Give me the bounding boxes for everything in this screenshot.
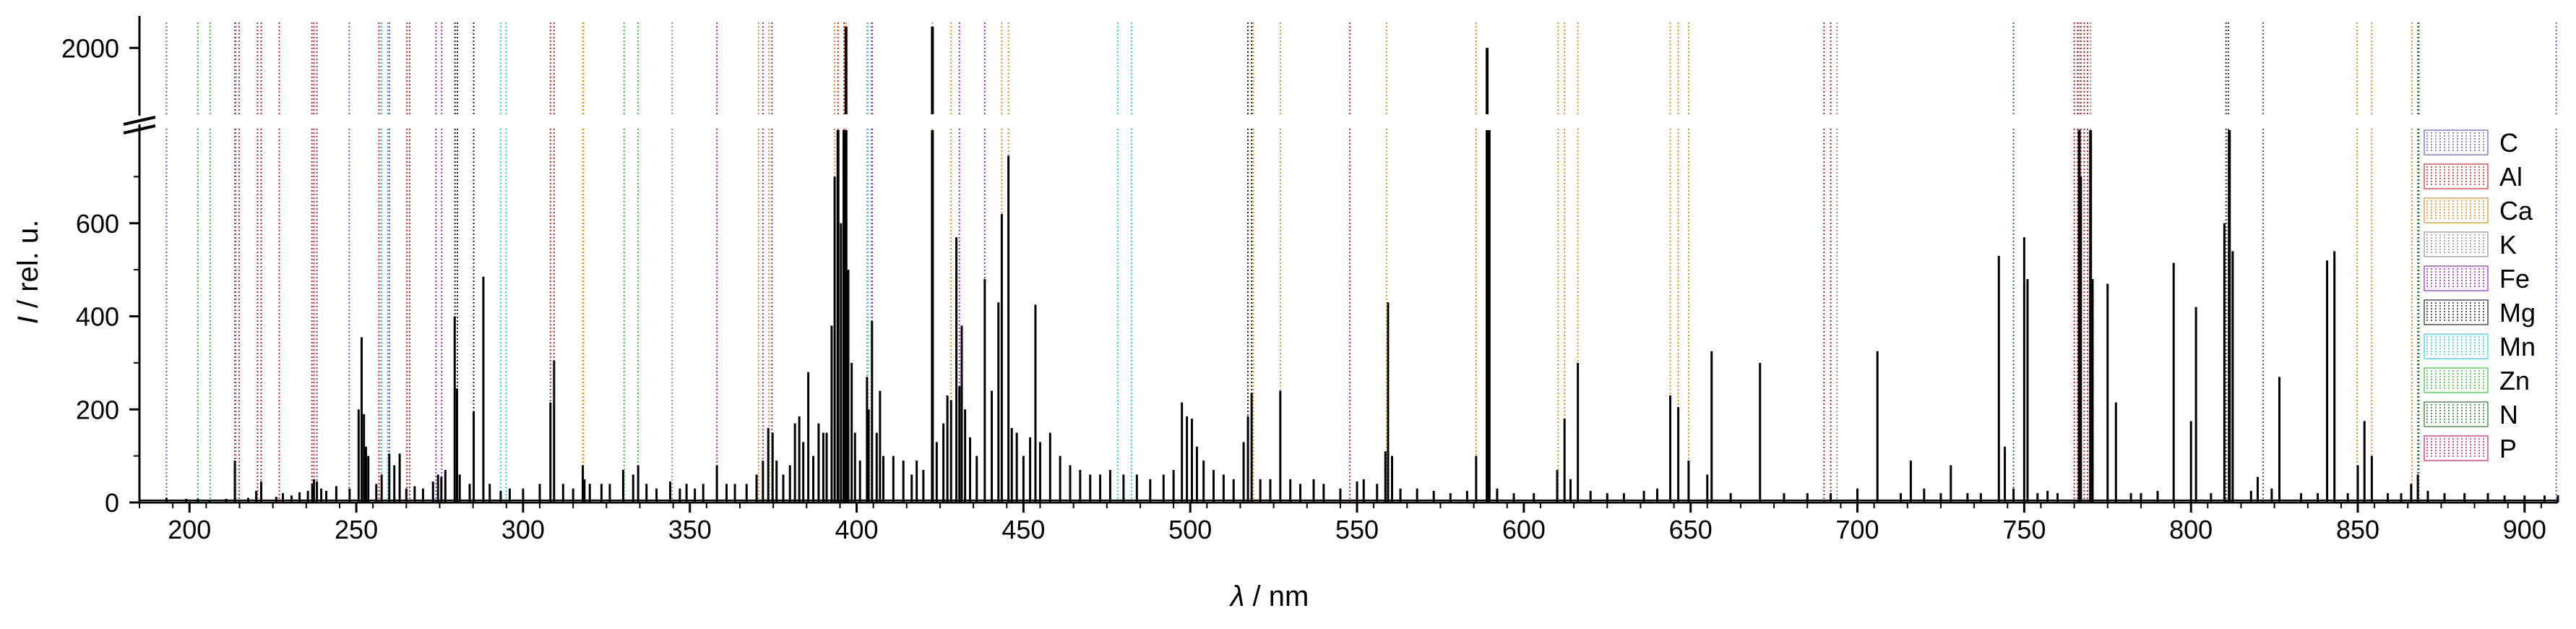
element-reference-lines [165, 22, 2557, 502]
y-tick-label: 200 [76, 395, 119, 424]
y-tick-label: 400 [76, 302, 119, 332]
legend-item-k: K [2424, 230, 2517, 260]
x-tick-label: 850 [2336, 515, 2379, 544]
legend-swatch [2424, 231, 2489, 257]
legend-swatch [2424, 367, 2489, 393]
x-tick-label: 350 [668, 515, 712, 544]
x-tick-label: 450 [1001, 515, 1045, 544]
axis-break-mark [123, 124, 156, 134]
legend-item-n: N [2424, 400, 2518, 429]
x-axis-unit: / nm [1244, 581, 1309, 612]
spectrum-series [139, 26, 2558, 502]
x-tick-label: 750 [2002, 515, 2046, 544]
legend-swatch [2424, 265, 2489, 291]
x-tick-label: 300 [501, 515, 545, 544]
legend-label: Mn [2499, 332, 2536, 361]
x-tick-label: 550 [1335, 515, 1379, 544]
x-tick-label: 900 [2503, 515, 2546, 544]
legend-swatch [2424, 299, 2489, 325]
y-tick-label: 0 [105, 488, 119, 518]
y-axis-unit: / rel. u. [12, 220, 44, 316]
legend-swatch [2424, 333, 2489, 359]
x-tick-label: 600 [1502, 515, 1546, 544]
legend-swatch [2424, 163, 2489, 189]
legend-label: K [2499, 230, 2517, 260]
legend-item-mn: Mn [2424, 332, 2536, 361]
legend-label: Zn [2499, 366, 2530, 395]
legend-label: C [2499, 128, 2518, 158]
x-tick-label: 200 [168, 515, 211, 544]
legend-item-ca: Ca [2424, 196, 2533, 226]
legend-item-mg: Mg [2424, 298, 2536, 328]
legend: C Al Ca K Fe Mg Mn Zn NP [2424, 128, 2536, 463]
legend-label: N [2499, 400, 2518, 429]
axis-break-mark [123, 116, 156, 126]
legend-label: Fe [2499, 264, 2530, 294]
y-axis-symbol: I [12, 316, 44, 324]
legend-swatch [2424, 435, 2489, 461]
y-axis-title: I / rel. u. [12, 220, 44, 325]
axes: 200 250 300 350 400 450 500 550 600 650 700 750 800 8… [61, 16, 2559, 544]
legend-item-zn: Zn [2424, 366, 2530, 395]
x-tick-label: 400 [835, 515, 879, 544]
legend-item-c: C [2424, 128, 2518, 158]
legend-label: Al [2499, 162, 2523, 192]
y-tick-label: 600 [76, 209, 119, 239]
x-axis-title: λ / nm [1229, 581, 1309, 612]
legend-label: P [2499, 434, 2517, 463]
legend-label: Ca [2499, 196, 2533, 226]
legend-swatch [2424, 129, 2489, 155]
legend-swatch [2424, 401, 2489, 427]
legend-item-fe: Fe [2424, 264, 2530, 294]
x-tick-label: 500 [1168, 515, 1212, 544]
y-tick-label-upper: 2000 [61, 33, 119, 63]
x-axis-symbol: λ [1229, 581, 1245, 612]
legend-label: Mg [2499, 298, 2536, 328]
legend-item-p: P [2424, 434, 2517, 463]
legend-swatch [2424, 197, 2489, 223]
x-tick-label: 700 [1835, 515, 1879, 544]
x-tick-label: 250 [335, 515, 378, 544]
legend-item-al: Al [2424, 162, 2523, 192]
x-tick-label: 650 [1669, 515, 1713, 544]
x-tick-label: 800 [2169, 515, 2213, 544]
